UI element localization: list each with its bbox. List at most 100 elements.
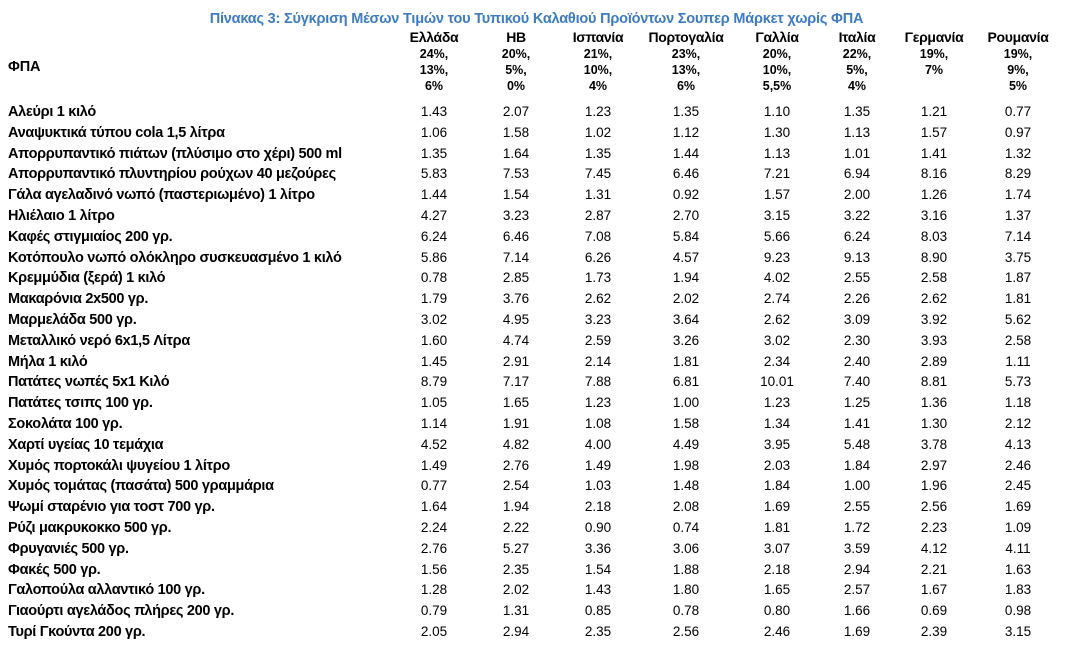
product-name: Τυρί Γκούντα 200 γρ.	[8, 623, 146, 640]
product-name: Μακαρόνια 2x500 γρ.	[8, 291, 149, 308]
table-row: Ηλιέλαιο 1 λίτρο 4.27 3.23 2.87 2.70 3.15 3.22…	[0, 206, 1060, 227]
country-name: Ελλάδα	[409, 29, 459, 45]
product-name: Χαρτί υγείας 10 τεμάχια	[8, 436, 164, 453]
vat-rate: 9%,	[1007, 63, 1029, 77]
product-name: Ρύζι μακρυκοκκο 500 γρ.	[8, 519, 172, 536]
column-header-8: Ρουμανία 19%, 9%, 5%	[976, 29, 1060, 102]
price-cell: 7.14	[1004, 228, 1032, 244]
product-name: Φακές 500 γρ.	[8, 561, 101, 578]
price-cell: 4.52	[420, 436, 448, 452]
vat-rate: 4%	[847, 79, 867, 93]
product-name: Πατάτες νωπές 5x1 Κιλό	[8, 374, 170, 391]
vat-rate: 10%,	[762, 63, 792, 77]
price-cell: 1.49	[420, 457, 448, 473]
price-cell: 5.83	[420, 166, 448, 182]
product-name: Χυμός τομάτας (πασάτα) 500 γραμμάρια	[8, 478, 274, 495]
price-cell: 4.02	[763, 270, 791, 286]
price-cell: 2.56	[672, 623, 700, 639]
header-row: ΦΠΑ Ελλάδα 24%, 13%, 6% ΗΒ 20%, 5%, 0% Ισπανία 21…	[0, 29, 1060, 102]
table-row: Χυμός πορτοκάλι ψυγείου 1 λίτρο 1.49 2.76 1…	[0, 456, 1060, 477]
price-cell: 1.81	[672, 353, 700, 369]
vat-rate: 10%,	[583, 63, 613, 77]
price-cell: 3.02	[763, 332, 791, 348]
price-cell: 1.44	[420, 187, 448, 203]
price-cell: 2.45	[1004, 478, 1032, 494]
product-name: Μήλα 1 κιλό	[8, 353, 88, 370]
table-row: Κρεμμύδια (ξερά) 1 κιλό 0.78 2.85 1.73 1.94 4…	[0, 268, 1060, 289]
price-cell: 1.25	[843, 395, 871, 411]
price-cell: 1.10	[763, 104, 791, 119]
price-cell: 6.24	[843, 228, 871, 244]
price-cell: 1.41	[843, 415, 871, 431]
price-cell: 1.23	[763, 395, 791, 411]
price-cell: 1.43	[420, 104, 448, 119]
table-row: Φρυγανιές 500 γρ. 2.76 5.27 3.36 3.06 3.07 3.5…	[0, 539, 1060, 560]
price-cell: 4.95	[502, 311, 530, 327]
price-cell: 0.69	[920, 603, 948, 619]
price-cell: 1.00	[672, 395, 700, 411]
price-cell: 1.48	[672, 478, 700, 494]
price-cell: 10.01	[760, 374, 794, 390]
column-header-3: Ισπανία 21%, 10%, 4%	[556, 29, 640, 102]
price-cell: 4.74	[502, 332, 530, 348]
price-cell: 2.23	[920, 519, 948, 535]
price-cell: 1.56	[420, 561, 448, 577]
price-cell: 2.76	[502, 457, 530, 473]
table-row: Τυρί Γκούντα 200 γρ. 2.05 2.94 2.35 2.56 2.46…	[0, 622, 1060, 643]
price-cell: 6.24	[420, 228, 448, 244]
product-name: Μαρμελάδα 500 γρ.	[8, 311, 137, 328]
price-cell: 1.84	[843, 457, 871, 473]
price-cell: 3.23	[502, 207, 530, 223]
price-cell: 1.35	[584, 145, 612, 161]
price-cell: 0.92	[672, 187, 700, 203]
price-cell: 2.87	[584, 207, 612, 223]
price-cell: 1.13	[763, 145, 791, 161]
country-name: Ρουμανία	[987, 29, 1049, 45]
price-cell: 2.02	[502, 582, 530, 598]
price-cell: 1.49	[584, 457, 612, 473]
price-cell: 2.94	[502, 623, 530, 639]
price-cell: 0.90	[584, 519, 612, 535]
price-cell: 1.81	[763, 519, 791, 535]
price-cell: 1.67	[920, 582, 948, 598]
price-cell: 2.76	[420, 540, 448, 556]
price-cell: 1.35	[843, 104, 871, 119]
price-cell: 1.60	[420, 332, 448, 348]
price-cell: 1.94	[502, 499, 530, 515]
price-cell: 2.62	[763, 311, 791, 327]
price-cell: 1.11	[1005, 353, 1031, 369]
price-cell: 1.30	[763, 124, 791, 140]
price-cell: 3.95	[763, 436, 791, 452]
price-cell: 1.23	[584, 104, 612, 119]
price-cell: 3.15	[763, 207, 791, 223]
price-cell: 2.55	[843, 499, 871, 515]
price-cell: 2.55	[843, 270, 871, 286]
table-row: Ψωμί σταρένιο για τοστ 700 γρ. 1.64 1.94 2.…	[0, 497, 1060, 518]
price-cell: 1.34	[763, 415, 791, 431]
price-cell: 2.62	[584, 291, 612, 307]
price-cell: 1.57	[920, 124, 948, 140]
price-cell: 7.88	[584, 374, 612, 390]
column-header-4: Πορτογαλία 23%, 13%, 6%	[640, 29, 732, 102]
column-header-5: Γαλλία 20%, 10%, 5,5%	[732, 29, 822, 102]
price-cell: 1.84	[763, 478, 791, 494]
table-row: Απορρυπαντικό πλυντηρίου ρούχων 40 μεζού…	[0, 164, 1060, 185]
price-cell: 5.27	[502, 540, 530, 556]
price-cell: 2.12	[1004, 415, 1032, 431]
table-row: Μεταλλικό νερό 6x1,5 Λίτρα 1.60 4.74 2.59 3.…	[0, 331, 1060, 352]
price-cell: 2.54	[502, 478, 530, 494]
price-cell: 2.00	[843, 187, 871, 203]
price-cell: 6.46	[672, 166, 700, 182]
vat-rate: 13%,	[419, 63, 449, 77]
price-cell: 4.27	[420, 207, 448, 223]
price-cell: 3.36	[584, 540, 612, 556]
vat-rate: 19%,	[1003, 47, 1033, 61]
price-cell: 7.45	[584, 166, 612, 182]
price-cell: 1.26	[920, 187, 948, 203]
product-name: Ψωμί σταρένιο για τοστ 700 γρ.	[8, 499, 215, 516]
product-name: Χυμός πορτοκάλι ψυγείου 1 λίτρο	[8, 457, 230, 474]
table-row: Χυμός τομάτας (πασάτα) 500 γραμμάρια 0.77…	[0, 476, 1060, 497]
price-cell: 2.24	[420, 519, 448, 535]
price-cell: 2.30	[843, 332, 871, 348]
table-row: Μήλα 1 κιλό 1.45 2.91 2.14 1.81 2.34 2.40 2.89 1…	[0, 352, 1060, 373]
